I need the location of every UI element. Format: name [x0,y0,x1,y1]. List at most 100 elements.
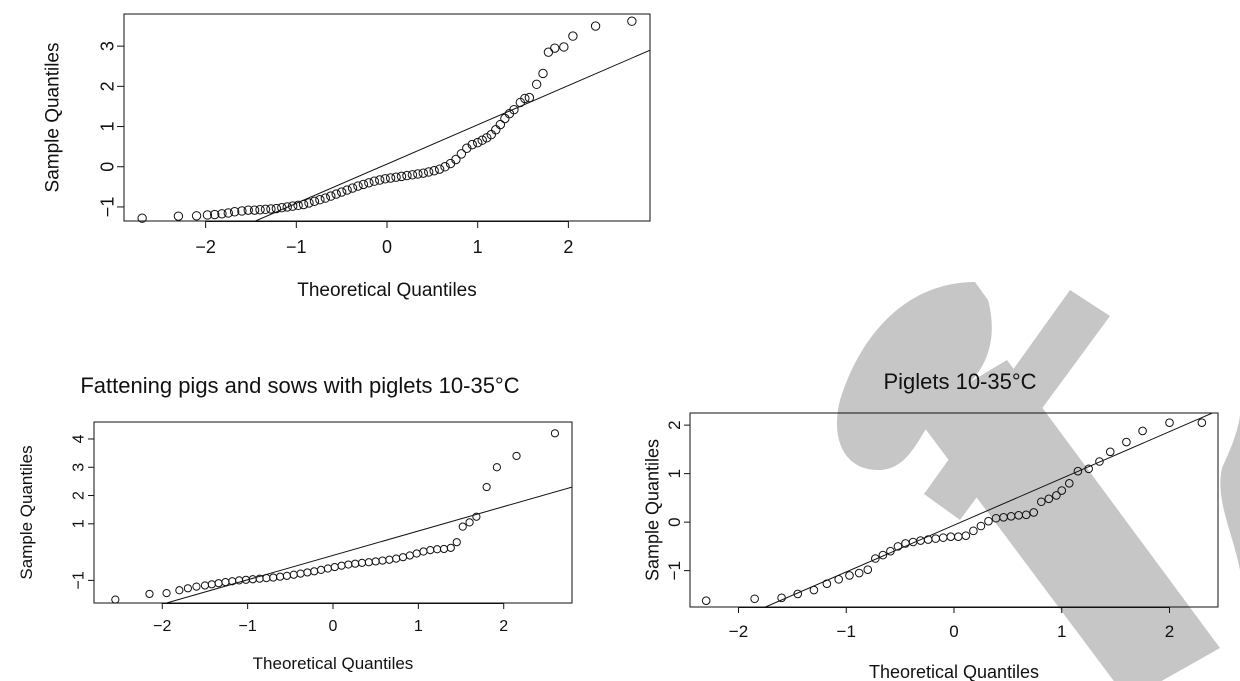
qq-point [976,521,986,531]
qq-point [289,570,298,579]
qq-point [893,542,903,551]
qq-point [344,560,353,569]
qq-point [961,531,971,541]
qq-point [1044,494,1054,504]
x-tick-label: −2 [729,622,748,641]
qq-point [452,538,461,547]
qq-point [1138,426,1147,436]
qq-point [969,526,978,536]
x-tick-label: 1 [1057,622,1066,641]
y-axis: −1 0 1 2 [665,420,690,580]
qq-point [524,92,535,103]
qq-point [296,569,305,578]
watermark-x-stroke-a [915,360,1220,681]
qq-point [1029,508,1039,517]
qq-point [1095,457,1104,466]
qq-point [750,594,759,604]
qq-point [1052,491,1061,500]
y-tick-label: 3 [71,463,88,472]
x-tick-label: 0 [382,237,392,257]
qq-point [433,545,442,554]
x-tick-label: 1 [473,237,483,257]
qq-point [385,173,396,183]
qq-point [162,589,171,598]
qq-point [793,589,803,599]
sample-points [137,16,637,223]
qq-point [137,213,147,223]
qq-point [398,553,408,562]
y-axis-label: Sample Quantiles [642,439,662,581]
qq-point [331,189,341,199]
qq-point [627,16,637,26]
qq-point [426,546,435,555]
y-axis-label: Sample Quantiles [17,445,36,579]
qq-point [237,206,247,216]
qq-point [357,558,367,567]
chart-panels: −2 −1 0 1 2 −1 0 1 2 3 Theoretical Quantiles Sample… [17,13,1219,681]
qq-point [822,579,832,589]
y-tick-label: 2 [665,420,684,429]
qq-point [191,211,202,221]
qq-point [229,207,240,217]
qq-point [871,554,880,563]
qq-point [845,571,854,580]
qq-point [451,154,461,165]
qq-point [260,204,271,215]
qq-point [243,205,253,215]
qq-point [1073,466,1083,476]
qq-point [255,205,265,215]
x-axis-label: Theoretical Quantiles [869,662,1039,681]
qq-point [266,204,276,214]
qq-point [1021,510,1031,520]
qq-point [1036,497,1046,507]
qq-point [512,451,521,461]
reference-line [765,413,1214,607]
qq-point [320,193,331,203]
sample-points [701,418,1207,605]
qq-point [500,113,510,124]
qq-point [385,555,394,564]
qq-point [303,568,312,577]
y-tick-label: 0 [665,517,684,526]
y-tick-label: 3 [97,41,117,51]
qq-point [175,586,184,595]
qq-point [834,575,844,584]
qq-point [472,512,481,521]
plot-frame [123,13,651,222]
watermark-logo [836,282,1240,681]
x-tick-label: −2 [153,618,171,635]
qq-point [192,582,201,591]
qq-point [531,79,542,90]
qq-point [520,93,530,104]
qq-point [342,185,352,195]
reference-line [255,49,650,221]
qq-point [538,68,548,79]
watermark-swirl-shape [836,282,992,470]
qq-panel-2: Fattening pigs and sows with piglets 10-… [17,373,573,673]
y-tick-label: −1 [665,561,684,580]
qq-point [1165,418,1174,428]
qq-point [310,567,319,576]
qq-point [209,209,220,220]
x-tick-label: 2 [1165,622,1174,641]
x-axis-label: Theoretical Quantiles [253,654,414,673]
qq-point [369,176,380,186]
qq-point [287,201,298,211]
qq-point [429,166,439,176]
x-axis-label: Theoretical Quantiles [297,280,477,301]
y-tick-label: −1 [97,197,117,218]
qq-point [371,557,380,566]
qq-point [392,554,401,563]
qq-point [214,579,223,588]
qq-point [375,175,385,185]
qq-panel-1: −2 −1 0 1 2 −1 0 1 2 3 Theoretical Quantiles Sample… [43,13,651,301]
qq-point [249,205,260,215]
y-axis-label: Sample Quantiles [43,43,64,193]
qq-point [347,183,358,193]
plot-frame [93,421,573,604]
qq-point [446,543,455,552]
qq-point [221,577,230,587]
qq-point [337,561,346,570]
y-tick-label: 2 [71,491,88,500]
